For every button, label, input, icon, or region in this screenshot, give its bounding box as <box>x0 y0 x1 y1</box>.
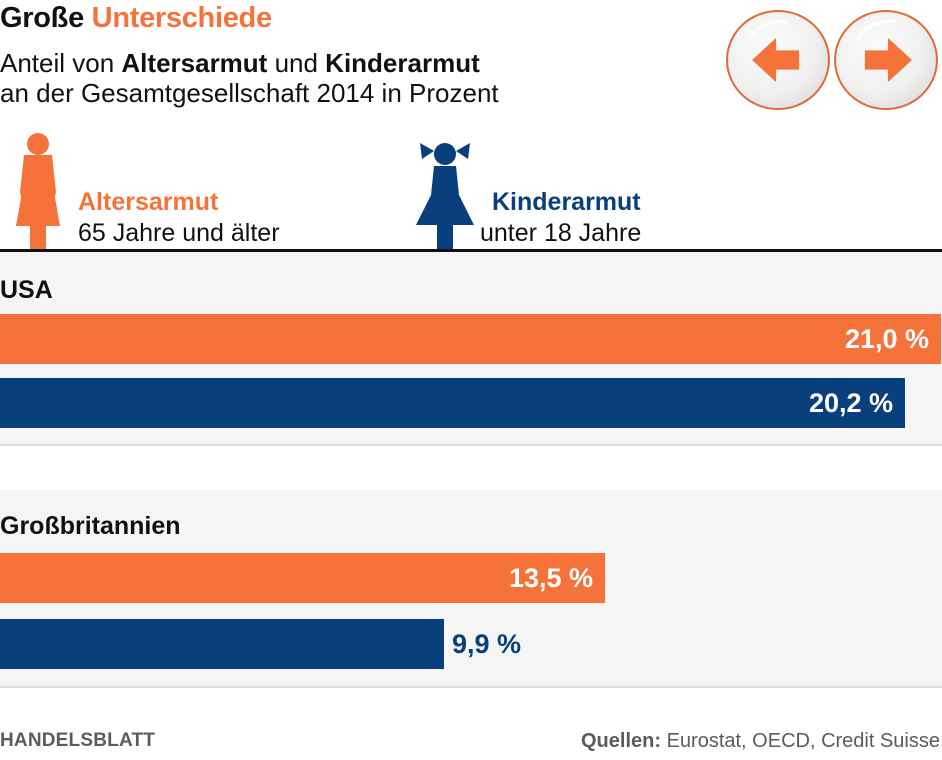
data-label-grossbritannien-altersarmut: 13,5 % <box>508 563 593 593</box>
chart-title: Große Unterschiede <box>0 2 272 35</box>
legend-name: Kinderarmut <box>492 188 641 216</box>
title-part-1: Große <box>0 2 84 34</box>
girl-figure-icon <box>416 143 474 254</box>
data-label-grossbritannien-kinderarmut: 9,9 % <box>452 629 522 659</box>
subtitle-text: Anteil von <box>0 48 122 78</box>
previous-button[interactable] <box>726 10 830 110</box>
category-label-grossbritannien: Großbritannien <box>0 512 181 540</box>
chart-group-grossbritannien: Großbritannien 13,5 % 9,9 % <box>0 490 942 688</box>
publisher-logo: HANDELSBLATT <box>0 730 156 751</box>
subtitle-line-2: an der Gesamtgesellschaft 2014 in Prozen… <box>0 78 499 108</box>
legend-description: unter 18 Jahre <box>480 219 642 247</box>
subtitle-text: und <box>267 48 326 78</box>
category-label-usa: USA <box>0 276 53 304</box>
arrow-right-icon <box>855 19 912 83</box>
subtitle-bold-kinderarmut: Kinderarmut <box>325 48 480 78</box>
bar-usa-kinderarmut <box>0 378 905 428</box>
legend-name: Altersarmut <box>78 188 219 216</box>
source-note: Quellen: Eurostat, OECD, Credit Suisse <box>581 730 940 753</box>
title-part-2: Unterschiede <box>91 2 272 34</box>
data-label-usa-kinderarmut: 20,2 % <box>808 388 893 418</box>
legend-description: 65 Jahre und älter <box>78 219 280 247</box>
source-text: Eurostat, OECD, Credit Suisse <box>661 730 940 752</box>
legend-divider <box>0 249 942 252</box>
next-button[interactable] <box>834 10 938 110</box>
subtitle-bold-altersarmut: Altersarmut <box>121 48 268 78</box>
chart-subtitle: Anteil von Altersarmut und Kinderarmut a… <box>0 48 499 108</box>
woman-figure-icon <box>16 133 60 254</box>
bar-grossbritannien-altersarmut <box>0 553 605 603</box>
source-label: Quellen: <box>581 730 662 752</box>
subtitle-line-1: Anteil von Altersarmut und Kinderarmut <box>0 48 499 78</box>
bar-grossbritannien-kinderarmut <box>0 619 444 669</box>
bar-usa-altersarmut <box>0 314 941 364</box>
data-label-usa-altersarmut: 21,0 % <box>844 324 929 354</box>
chart-group-usa: USA 21,0 % 20,2 % <box>0 252 942 446</box>
arrow-left-icon <box>747 19 800 83</box>
